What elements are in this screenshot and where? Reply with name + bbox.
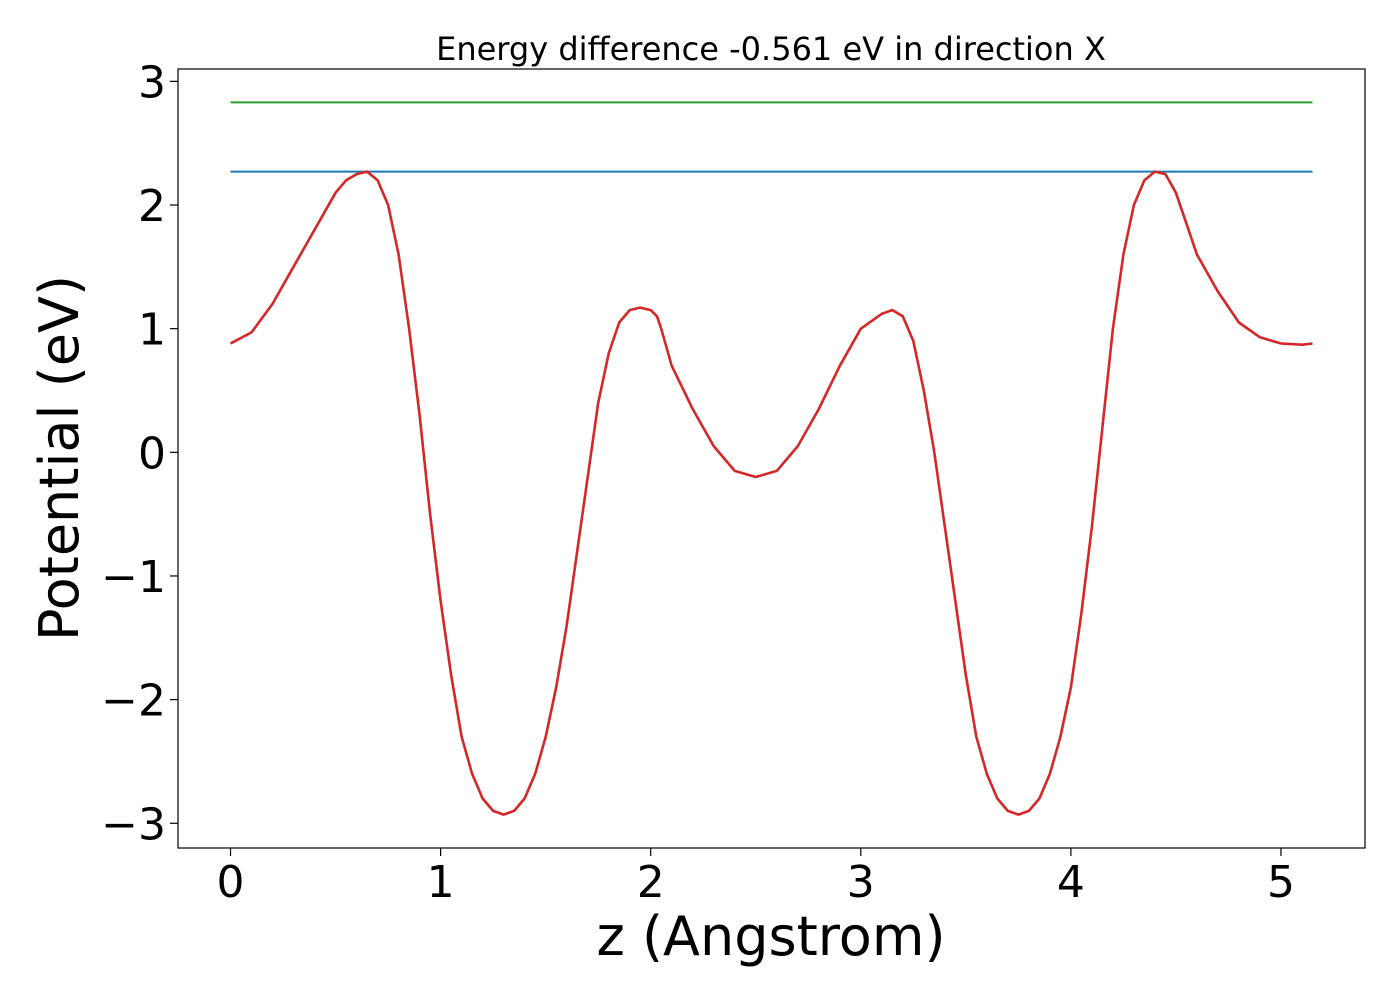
y-tick-label: −3	[101, 799, 166, 850]
x-tick-label: 4	[1057, 857, 1085, 908]
y-tick-label: −2	[101, 676, 166, 727]
series-line-3	[229, 170, 1313, 816]
x-axis-label: z (Angstrom)	[596, 905, 945, 968]
y-tick-label: 0	[138, 428, 166, 479]
x-tick-label: 3	[847, 857, 875, 908]
y-tick-label: 1	[138, 305, 166, 356]
x-tick-label: 5	[1267, 857, 1295, 908]
plot-frame	[177, 68, 1366, 849]
x-tick-label: 1	[427, 857, 455, 908]
x-axis: 0 1 2 3 4 5	[217, 848, 1295, 908]
y-tick-label: 2	[138, 181, 166, 232]
y-tick-label: −1	[101, 552, 166, 603]
y-axis-label: Potential (eV)	[28, 275, 91, 641]
x-tick-label: 0	[217, 857, 245, 908]
x-tick-label: 2	[637, 857, 665, 908]
y-tick-label: 3	[138, 57, 166, 108]
y-axis: −3 −2 −1 0 1 2 3	[101, 57, 178, 850]
plot-area	[229, 101, 1313, 816]
chart-title: Energy difference -0.561 eV in direction…	[436, 30, 1106, 68]
